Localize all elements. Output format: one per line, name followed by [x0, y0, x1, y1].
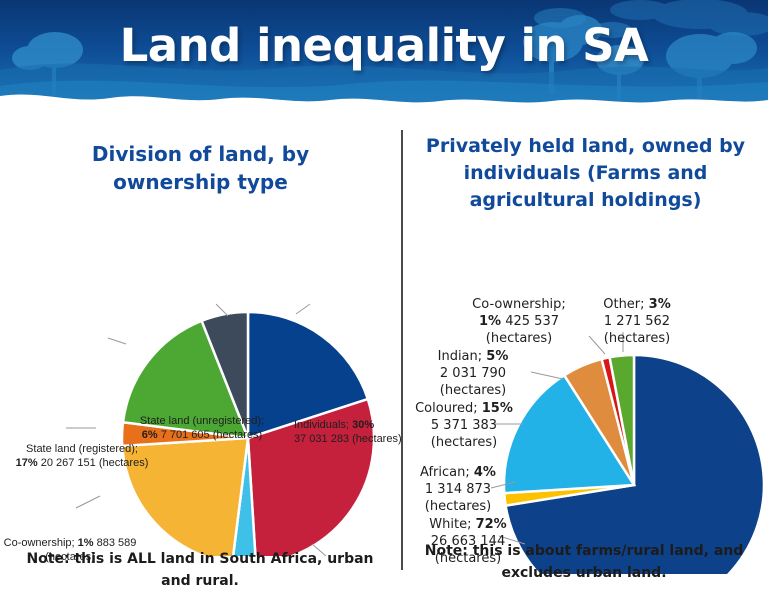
slice-state-land-registered	[121, 319, 250, 440]
slice-other	[608, 353, 636, 486]
slice-coloured	[502, 373, 637, 495]
label-coloured: Coloured; 15% 5 371 383 (hectares)	[415, 401, 513, 450]
label-white: White; 72% 26 663 144 (hectares)	[429, 517, 507, 566]
panel-divider	[401, 130, 403, 570]
left-pie-chart	[66, 303, 376, 569]
label-african: African; 4% 1 314 873 (hectares)	[420, 465, 496, 514]
header-banner: Land inequality in SA	[0, 0, 768, 112]
page-title: Land inequality in SA	[119, 19, 649, 72]
label-other: Other; 3% 1 271 562 (hectares)	[603, 297, 671, 346]
left-note: Note: this is ALL land in South Africa, …	[26, 551, 374, 589]
slice-state-land-unregistered	[200, 310, 250, 439]
right-note: Note: this is about farms/rural land, an…	[424, 543, 744, 581]
label-co-ownership-right: Co-ownership; 1% 425 537 (hectares)	[472, 297, 566, 346]
left-panel: Division of land, by ownership type	[0, 130, 402, 569]
label-state-land-unregistered: State land (unregistered); 6% 7 701 605 …	[139, 415, 265, 441]
right-panel: Privately held land, owned by individual…	[403, 130, 768, 614]
left-chart-area: Individuals; 30% 37 031 283 (hectares) C…	[0, 196, 402, 569]
slice-individuals	[246, 310, 370, 440]
right-pie-chart	[490, 332, 766, 614]
label-co-ownership-left: Co-ownership; 1% 883 589 (hectares)	[3, 537, 137, 563]
right-leader-lines	[490, 332, 624, 545]
right-chart-title: Privately held land, owned by individual…	[425, 135, 746, 211]
label-state-land-registered: State land (registered); 17% 20 267 151 …	[15, 443, 149, 469]
label-indian: Indian; 5% 2 031 790 (hectares)	[437, 349, 509, 398]
banner-scenery	[0, 0, 768, 112]
right-chart-area: Other; 3% 1 271 562 (hectares) Co-owners…	[403, 214, 768, 614]
label-individuals: Individuals; 30% 37 031 283 (hectares)	[294, 419, 402, 445]
left-chart-title: Division of land, by ownership type	[91, 142, 310, 194]
